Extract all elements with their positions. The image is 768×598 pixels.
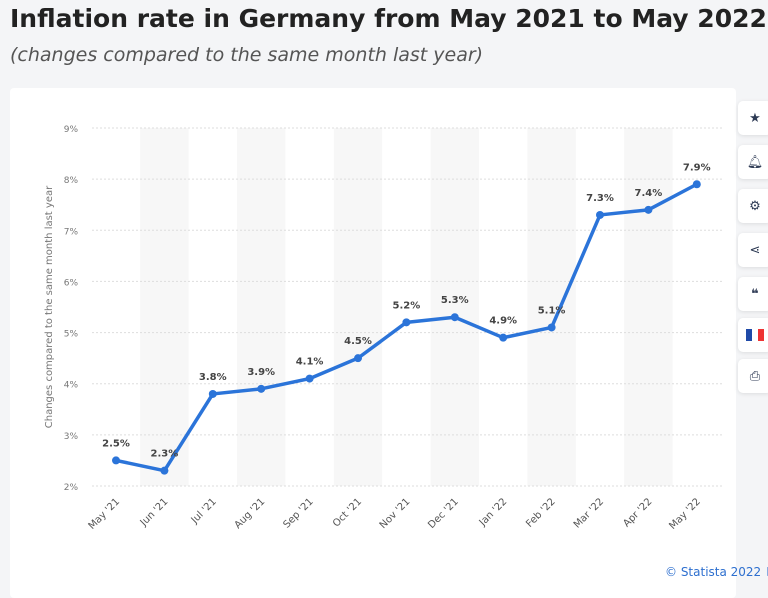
y-axis-label: Changes compared to the same month last … (44, 185, 55, 428)
data-label: 4.5% (344, 336, 372, 347)
x-tick-label: Oct '21 (331, 496, 364, 529)
share-icon: ⋖ (749, 242, 761, 258)
data-label: 2.5% (102, 438, 130, 449)
print-button[interactable]: ⎙ (738, 359, 768, 393)
data-label: 3.8% (199, 372, 227, 383)
favorite-button[interactable]: ★ (738, 101, 768, 135)
data-point (644, 205, 653, 214)
quote-icon: ❝ (751, 286, 759, 302)
share-button[interactable]: ⋖ (738, 233, 768, 267)
x-tick-label: Jan '22 (477, 496, 510, 529)
column-band (140, 128, 189, 486)
flag-icon: ⚑ (765, 565, 768, 579)
column-band (237, 128, 286, 486)
data-label: 5.2% (393, 300, 421, 311)
x-tick-label: Aug '21 (233, 496, 268, 531)
data-point (499, 333, 508, 342)
y-tick-label: 9% (64, 125, 79, 135)
data-point (112, 456, 120, 465)
data-point (354, 354, 362, 363)
data-label: 7.3% (586, 193, 614, 204)
star-icon: ★ (749, 110, 761, 126)
x-tick-label: May '21 (87, 496, 123, 532)
y-tick-label: 4% (64, 381, 79, 391)
x-tick-label: May '22 (667, 496, 703, 532)
settings-button[interactable]: ⚙ (738, 189, 768, 223)
x-tick-label: Apr '22 (621, 496, 654, 529)
x-tick-label: Nov '21 (378, 496, 413, 531)
print-icon: ⎙ (749, 368, 761, 384)
data-label: 7.9% (683, 162, 711, 173)
line-chart: 2% 3% 4% 5% 6% 7% 8% 9% Changes compared to the … (44, 125, 722, 532)
column-band (430, 128, 479, 486)
x-tick-label: Mar '22 (572, 496, 606, 530)
x-tick-label: Dec '21 (426, 496, 461, 531)
data-point (208, 389, 217, 398)
statista-credit[interactable]: © Statista 2022 ⚑ (665, 565, 768, 579)
data-point (257, 384, 266, 393)
data-label: 5.3% (441, 295, 469, 306)
column-band (333, 128, 383, 486)
data-label: 4.9% (489, 316, 517, 327)
credit-text: © Statista 2022 (665, 565, 762, 579)
series-line (115, 182, 698, 473)
data-point (160, 466, 169, 475)
data-point (450, 313, 459, 322)
y-tick-label: 3% (64, 432, 79, 442)
x-tick-label: Jul '21 (189, 496, 219, 526)
chart-subtitle: (changes compared to the same month last… (10, 44, 484, 66)
x-tick-label: Jun '21 (138, 496, 171, 529)
data-label: 4.1% (296, 357, 324, 368)
column-band (624, 128, 673, 486)
data-label: 5.1% (538, 305, 566, 316)
data-point (402, 318, 411, 327)
language-button[interactable] (738, 318, 768, 352)
chart-title: Inflation rate in Germany from May 2021 … (10, 4, 767, 33)
french-flag-icon (746, 329, 764, 341)
data-point (305, 374, 314, 383)
gear-icon: ⚙ (749, 198, 761, 214)
y-tick-label: 6% (64, 278, 79, 288)
x-tick-label: Sep '21 (281, 496, 315, 530)
data-point (547, 323, 556, 332)
data-label: 7.4% (635, 188, 663, 199)
y-tick-label: 5% (64, 330, 79, 340)
y-tick-label: 8% (64, 176, 79, 186)
x-tick-label: Feb '22 (524, 496, 557, 529)
notification-button[interactable]: 🔔︎ (738, 145, 768, 179)
data-point (692, 180, 701, 189)
data-label: 2.3% (151, 449, 179, 460)
y-tick-label: 7% (64, 227, 79, 237)
data-label: 3.9% (247, 367, 275, 378)
data-point (596, 210, 604, 219)
y-tick-label: 2% (64, 483, 79, 493)
column-band (527, 128, 576, 486)
cite-button[interactable]: ❝ (738, 277, 768, 311)
bell-icon: 🔔︎ (746, 154, 764, 170)
